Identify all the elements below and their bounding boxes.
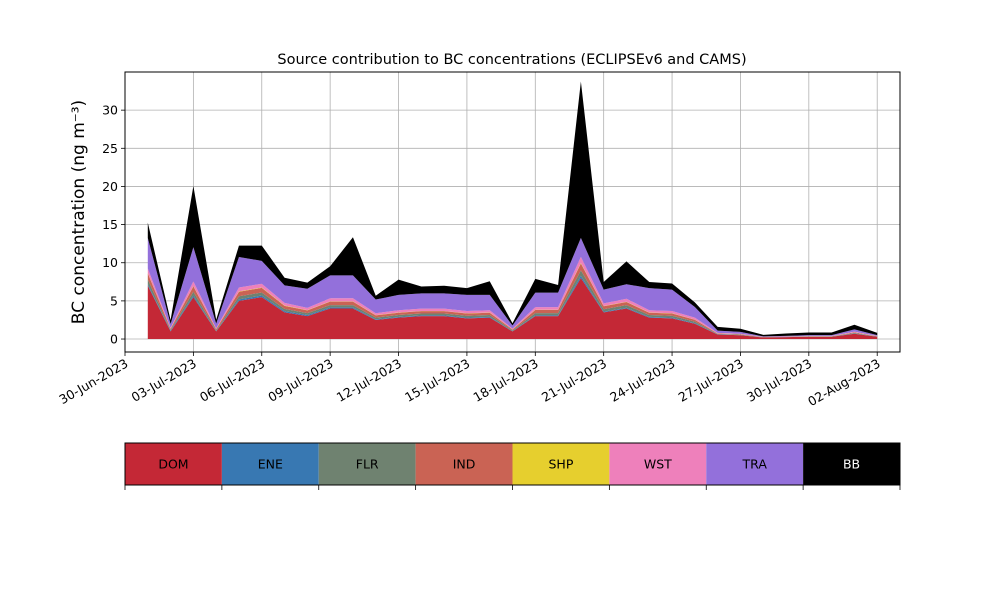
legend-label-shp: SHP — [549, 457, 574, 472]
legend-label-ene: ENE — [258, 457, 283, 472]
area-bb — [147, 81, 878, 337]
y-tick-label: 30 — [102, 103, 118, 118]
y-tick-label: 0 — [110, 332, 118, 347]
plot-frame — [124, 71, 901, 353]
x-tick-label: 18-Jul-2023 — [470, 356, 540, 405]
legend-swatch-ene — [221, 443, 319, 485]
legend-swatch-wst — [609, 443, 707, 485]
x-tick-label: 15-Jul-2023 — [402, 356, 472, 405]
y-tick-label: 20 — [102, 179, 118, 194]
chart-title: Source contribution to BC concentrations… — [277, 52, 746, 68]
x-tick-label: 30-Jul-2023 — [744, 356, 814, 405]
legend-swatch-tra — [706, 443, 804, 485]
x-tick-label: 09-Jul-2023 — [265, 356, 335, 405]
y-tick-label: 15 — [102, 217, 118, 232]
legend-swatch-flr — [318, 443, 416, 485]
legend-label-ind: IND — [453, 457, 476, 472]
x-tick-label: 24-Jul-2023 — [607, 356, 677, 405]
x-tick-label: 12-Jul-2023 — [334, 356, 404, 405]
y-tick-label: 5 — [110, 293, 118, 308]
legend-label-wst: WST — [644, 457, 672, 472]
x-tick-label: 03-Jul-2023 — [129, 356, 199, 405]
y-axis-label: BC concentration (ng m⁻³) — [69, 100, 89, 324]
y-tick-label: 25 — [102, 141, 118, 156]
legend-swatch-ind — [415, 443, 513, 485]
x-tick-label: 27-Jul-2023 — [676, 356, 746, 405]
legend-label-bb: BB — [843, 457, 860, 472]
legend-label-flr: FLR — [356, 457, 379, 472]
legend-swatch-dom — [125, 443, 222, 485]
stacked-area-layers — [147, 81, 878, 340]
x-tick-label: 02-Aug-2023 — [805, 356, 883, 409]
area-tra — [147, 237, 878, 337]
axes: 30-Jun-202303-Jul-202306-Jul-202309-Jul-… — [56, 71, 901, 409]
area-dom — [147, 277, 878, 340]
x-tick-label: 21-Jul-2023 — [539, 356, 609, 405]
x-tick-label: 30-Jun-2023 — [56, 356, 130, 407]
y-tick-label: 10 — [102, 255, 118, 270]
legend-label-dom: DOM — [158, 457, 188, 472]
x-tick-label: 06-Jul-2023 — [197, 356, 267, 405]
legend-colorbar: DOM ENE FLR IND SHP WST TRA BB — [124, 442, 901, 490]
legend-swatch-shp — [512, 443, 610, 485]
legend-swatch-bb — [803, 443, 900, 485]
legend-label-tra: TRA — [742, 457, 768, 472]
